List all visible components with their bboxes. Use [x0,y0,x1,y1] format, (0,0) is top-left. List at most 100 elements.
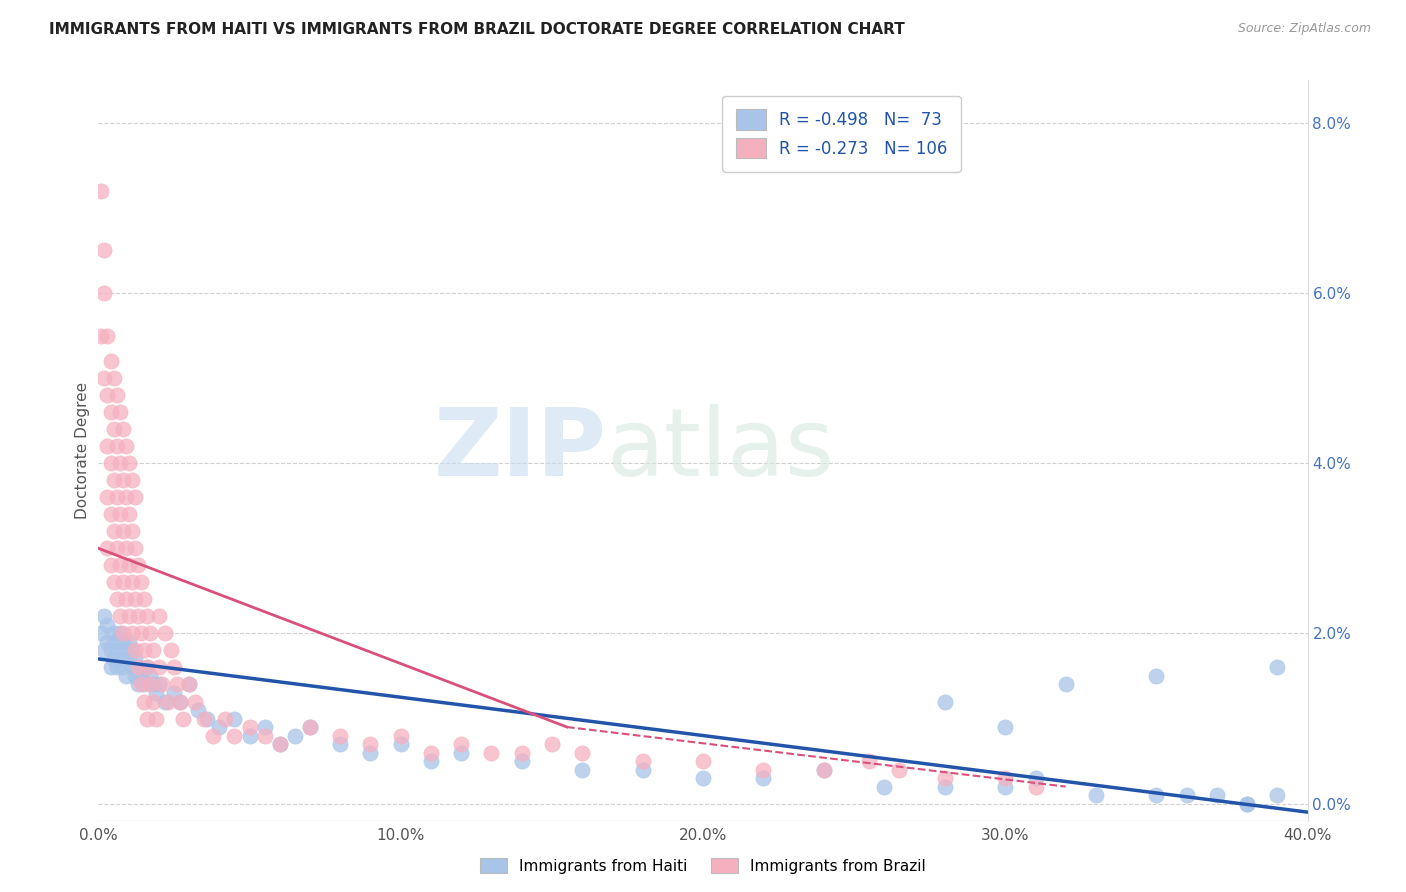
Text: IMMIGRANTS FROM HAITI VS IMMIGRANTS FROM BRAZIL DOCTORATE DEGREE CORRELATION CHA: IMMIGRANTS FROM HAITI VS IMMIGRANTS FROM… [49,22,905,37]
Point [127,609,149,624]
Point [195,712,218,726]
Point [124,643,146,657]
Point [1267,788,1289,802]
Legend: R = -0.498   N=  73, R = -0.273   N= 106: R = -0.498 N= 73, R = -0.273 N= 106 [723,96,960,171]
Point [118,635,141,649]
Point [114,541,136,556]
Point [100,558,122,573]
Point [540,737,562,751]
Point [135,660,157,674]
Point [121,660,143,674]
Point [129,575,152,590]
Point [450,746,472,760]
Point [153,694,176,708]
Point [105,592,128,607]
Point [127,660,149,674]
Point [132,643,155,657]
Point [253,729,276,743]
Point [114,439,136,453]
Point [100,508,122,522]
Point [121,626,143,640]
Point [994,780,1017,794]
Point [163,686,186,700]
Point [103,371,125,385]
Point [121,643,143,657]
Point [121,473,143,487]
Point [118,456,141,470]
Point [100,643,122,657]
Point [1144,669,1167,683]
Point [284,729,307,743]
Point [108,405,131,419]
Point [121,524,143,539]
Point [934,771,956,785]
Point [329,729,352,743]
Point [510,754,533,768]
Point [184,694,207,708]
Point [114,592,136,607]
Point [389,729,412,743]
Point [148,677,170,691]
Point [1024,771,1046,785]
Point [1206,788,1229,802]
Point [156,694,179,708]
Point [224,712,246,726]
Point [129,677,152,691]
Point [142,677,165,691]
Point [1267,660,1289,674]
Point [108,508,131,522]
Point [148,609,170,624]
Point [858,754,880,768]
Point [420,746,443,760]
Point [111,626,134,640]
Point [329,737,352,751]
Text: atlas: atlas [606,404,835,497]
Point [127,558,149,573]
Point [360,746,382,760]
Point [193,712,215,726]
Point [813,763,835,777]
Point [873,780,896,794]
Point [142,643,165,657]
Point [450,737,472,751]
Point [105,439,128,453]
Point [172,712,194,726]
Point [100,456,122,470]
Point [90,184,112,198]
Point [166,677,188,691]
Point [1054,677,1077,691]
Point [103,626,125,640]
Point [202,729,225,743]
Point [813,763,835,777]
Point [100,354,122,368]
Point [224,729,246,743]
Point [132,592,155,607]
Point [135,712,157,726]
Point [114,490,136,504]
Point [1144,788,1167,802]
Point [179,677,201,691]
Point [111,422,134,436]
Point [124,669,146,683]
Point [239,729,262,743]
Point [420,754,443,768]
Point [93,371,115,385]
Point [118,558,141,573]
Point [135,609,157,624]
Point [160,643,183,657]
Point [90,626,112,640]
Point [208,720,231,734]
Point [103,422,125,436]
Point [481,746,503,760]
Point [96,439,118,453]
Point [124,541,146,556]
Point [118,652,141,666]
Point [121,575,143,590]
Point [105,541,128,556]
Point [169,694,191,708]
Point [93,244,115,258]
Point [127,677,149,691]
Point [96,490,118,504]
Point [139,669,162,683]
Point [187,703,209,717]
